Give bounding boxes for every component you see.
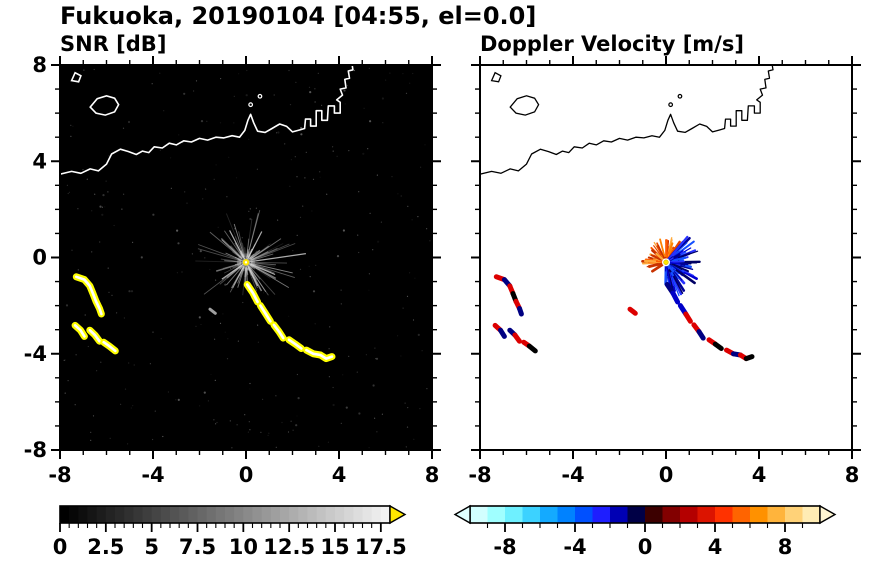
doppler-echo-center-diagonal-a — [664, 282, 681, 305]
islet-mark — [257, 93, 263, 99]
dop-x-tick-label: 0 — [659, 463, 674, 487]
snr-x-tick-label: -8 — [48, 463, 71, 487]
islet-mark — [668, 102, 674, 108]
snr-axes: -8 -4 0 4 8 8 4 0 -4 -8 — [24, 53, 441, 487]
snr-colorbar-label: 12.5 — [263, 535, 315, 559]
snr-y-tick-label: 0 — [32, 246, 47, 270]
snr-colorbar-over-arrow — [389, 504, 407, 525]
doppler-colorbar-label: -4 — [563, 535, 586, 559]
snr-x-tick-label: 0 — [239, 463, 254, 487]
doppler-colorbar-label: -8 — [493, 535, 516, 559]
snr-y-tick-label: -4 — [24, 342, 47, 366]
doppler-echo-west-upper-hook — [493, 274, 524, 317]
snr-colorbar-label: 2.5 — [87, 535, 124, 559]
dop-x-tick-label: -4 — [561, 463, 584, 487]
dop-axes: -8 -4 0 4 8 — [468, 56, 861, 487]
figure-title: Fukuoka, 20190104 [04:55, el=0.0] — [60, 2, 537, 30]
coastline-path — [480, 65, 774, 175]
coastline-path — [60, 65, 354, 176]
doppler-colorbar: -8 -4 0 4 8 — [453, 504, 837, 559]
snr-panel-title: SNR [dB] — [60, 32, 167, 56]
doppler-panel-content — [480, 65, 774, 362]
snr-colorbar-label: 7.5 — [179, 535, 216, 559]
doppler-colorbar-label: 0 — [638, 535, 653, 559]
snr-y-tick-label: -8 — [24, 438, 47, 462]
islet-mark — [677, 93, 683, 99]
island-outline — [89, 94, 120, 116]
doppler-colorbar-over-arrow — [819, 504, 837, 525]
snr-colorbar-label: 15 — [320, 535, 349, 559]
snr-x-tick-label: -4 — [141, 463, 164, 487]
dop-x-tick-label: 4 — [752, 463, 767, 487]
snr-colorbar-label: 17.5 — [355, 535, 407, 559]
doppler-echo-south-blob-b — [724, 347, 755, 362]
snr-colorbar-label: 10 — [229, 535, 258, 559]
snr-y-tick-label: 8 — [32, 53, 47, 77]
island-outline — [509, 95, 540, 116]
doppler-echo-west-lower-c — [521, 339, 538, 354]
island-outline — [70, 71, 82, 83]
island-outline — [490, 71, 502, 83]
doppler-echo-center-diagonal-c — [691, 322, 706, 341]
doppler-echo-mid-speck — [627, 306, 638, 316]
snr-colorbar: 0 2.5 5 7.5 10 12.5 15 17.5 — [53, 504, 407, 559]
snr-colorbar-label: 5 — [144, 535, 159, 559]
snr-y-tick-label: 4 — [32, 149, 47, 173]
doppler-echo-west-lower-b — [507, 327, 522, 344]
snr-echo-mid-speck — [208, 307, 217, 315]
doppler-colorbar-label: 4 — [708, 535, 723, 559]
doppler-colorbar-under-arrow — [453, 504, 471, 525]
snr-x-tick-label: 8 — [425, 463, 440, 487]
dop-x-tick-label: -8 — [468, 463, 491, 487]
doppler-echo-west-lower-a — [492, 322, 507, 339]
doppler-echo-south-blob-a — [706, 337, 724, 351]
doppler-radar-site-dot — [663, 259, 669, 265]
doppler-panel-title: Doppler Velocity [m/s] — [480, 32, 744, 56]
doppler-echo-center-diagonal-b — [677, 303, 693, 324]
islet-mark — [248, 102, 254, 108]
snr-panel-content — [60, 65, 431, 450]
dop-x-tick-label: 8 — [845, 463, 860, 487]
doppler-colorbar-label: 8 — [778, 535, 793, 559]
snr-colorbar-label: 0 — [53, 535, 68, 559]
snr-x-tick-label: 4 — [332, 463, 347, 487]
